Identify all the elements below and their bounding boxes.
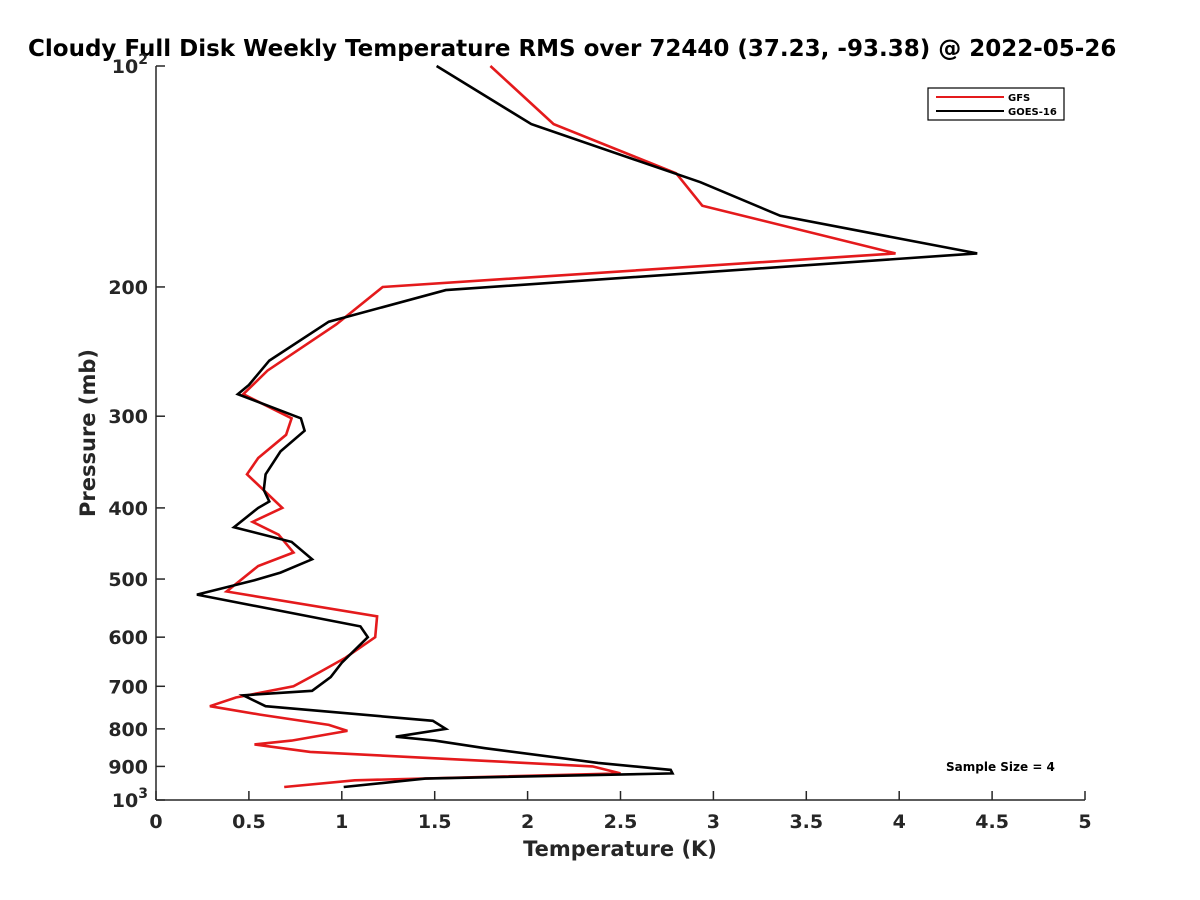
y-tick-label: 600 <box>108 627 148 649</box>
sample-size-annotation: Sample Size = 4 <box>946 760 1055 774</box>
y-tick-label: 800 <box>108 719 148 741</box>
y-tick-label: 500 <box>108 569 148 591</box>
x-tick-label: 2.5 <box>604 811 638 833</box>
x-tick-label: 0.5 <box>232 811 266 833</box>
y-tick-label: 102 <box>112 52 148 78</box>
x-tick-label: 0 <box>149 811 162 833</box>
chart-title: Cloudy Full Disk Weekly Temperature RMS … <box>28 36 1116 62</box>
y-tick-label: 900 <box>108 756 148 778</box>
x-axis-label: Temperature (K) <box>523 837 717 861</box>
x-tick-label: 5 <box>1078 811 1091 833</box>
legend-label-goes-16: GOES-16 <box>1008 107 1057 118</box>
x-tick-label: 1.5 <box>418 811 452 833</box>
legend-box <box>927 87 1065 121</box>
legend: GFS GOES-16 <box>927 87 1065 121</box>
y-tick-label: 700 <box>108 676 148 698</box>
y-tick-label: 300 <box>108 406 148 428</box>
x-tick-label: 4 <box>893 811 906 833</box>
plot-area: 0 0.5 1 1.5 2 2.5 3 3.5 4 4.5 5 102 200 300 400 500 600 7… <box>108 52 1091 833</box>
legend-label-gfs: GFS <box>1008 93 1030 104</box>
y-tick-label: 200 <box>108 277 148 299</box>
x-tick-label: 4.5 <box>975 811 1009 833</box>
x-tick-label: 3.5 <box>789 811 823 833</box>
y-tick-label: 400 <box>108 498 148 520</box>
y-tick-label: 103 <box>112 786 148 812</box>
x-tick-label: 2 <box>521 811 534 833</box>
x-tick-label: 1 <box>335 811 348 833</box>
series-line-gfs <box>209 65 896 789</box>
x-tick-label: 3 <box>707 811 720 833</box>
series-line-goes-16 <box>196 64 978 789</box>
y-axis-label: Pressure (mb) <box>76 349 100 517</box>
